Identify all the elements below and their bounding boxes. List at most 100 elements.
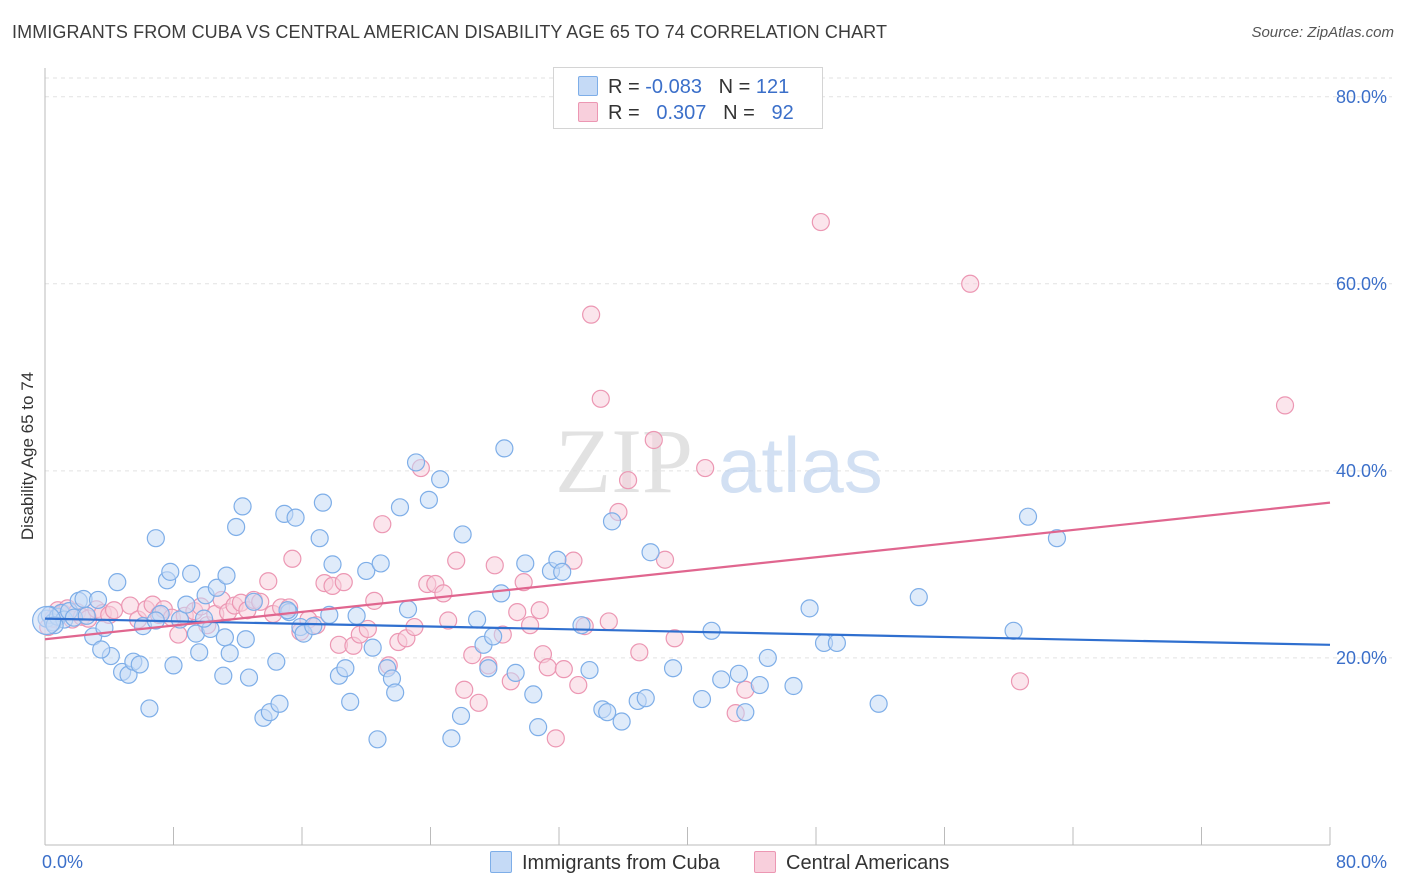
point-cuba-107 [784,676,803,696]
point-cuba-101 [702,621,721,640]
point-cuba-36 [214,666,233,685]
point-central-20 [169,625,188,644]
point-central-82 [618,471,638,490]
point-cuba-40 [233,497,252,516]
point-cuba-104 [736,703,755,722]
point-cuba-83 [506,663,525,682]
point-cuba-114 [1018,507,1038,526]
point-central-86 [665,629,684,648]
point-cuba-110 [827,633,846,653]
point-cuba-29 [177,595,196,614]
grid-lines [45,77,1392,659]
point-central-58 [439,611,458,630]
x-tick-max: 80.0% [1336,852,1388,872]
point-cuba-76 [453,525,472,544]
point-central-70 [530,601,549,620]
legend-r-central: 0.307 [656,102,707,124]
point-cuba-119 [215,628,234,647]
point-cuba-53 [304,617,323,636]
point-cuba-23 [146,529,165,548]
point-central-68 [514,573,533,592]
point-central-extra-0 [1275,396,1295,415]
point-central-72 [538,658,557,677]
point-cuba-98 [641,543,660,562]
point-cuba-68 [386,683,405,702]
y-tick-label-80: 80.0% [1336,86,1388,107]
point-cuba-59 [336,659,355,678]
point-cuba-89 [553,562,572,581]
point-central-61 [463,646,482,665]
point-cuba-63 [363,638,382,657]
point-cuba-cluster [32,605,62,636]
y-tick-label-20: 20.0% [1336,647,1388,668]
point-cuba-91 [580,660,599,680]
point-cuba-42 [239,668,259,687]
point-cuba-77 [467,610,487,629]
point-central-57 [434,584,453,603]
legend-n-central: 92 [771,102,794,124]
point-central-49 [373,515,392,534]
point-cuba-64 [368,730,387,749]
point-central-64 [485,556,504,575]
point-central-59 [447,551,466,570]
point-central-extra-1 [1010,672,1030,691]
point-cuba-94 [602,512,622,531]
point-cuba-79 [479,659,498,678]
point-cuba-82 [495,439,514,458]
legend-r-cuba: -0.083 [645,76,702,98]
point-cuba-103 [729,664,749,683]
point-cuba-37 [217,566,236,585]
point-central-74 [554,660,573,679]
point-cuba-90 [572,616,591,635]
x-tick-min: 0.0% [42,852,84,872]
point-cuba-35 [207,578,226,597]
y-tick-label-40: 40.0% [1336,460,1388,481]
point-cuba-70 [398,600,418,619]
axes [44,68,1331,846]
point-cuba-95 [612,712,631,731]
point-central-60 [455,680,474,699]
point-cuba-13 [88,590,108,610]
point-cuba-81 [492,584,511,603]
legend-swatch-central [578,102,598,122]
point-central-44 [334,573,353,592]
point-cuba-69 [390,498,410,517]
point-cuba-74 [442,729,461,748]
correlation-legend: R = -0.083 N = 121 R = 0.307 N = 92 [553,67,823,129]
point-central-79 [591,389,610,408]
point-central-69 [520,616,540,635]
point-cuba-41 [236,630,255,649]
point-cuba-100 [692,689,712,709]
y-axis-label: Disability Age 65 to 74 [18,371,37,541]
point-central-33 [259,572,278,591]
point-cuba-116 [92,640,111,659]
chart-title: IMMIGRANTS FROM CUBA VS CENTRAL AMERICAN… [12,22,888,42]
bottom-legend-central: Central Americans [754,851,949,875]
point-central-78 [582,305,601,324]
bottom-swatch-cuba [490,851,512,873]
point-cuba-26 [161,562,180,581]
point-central-73 [546,729,565,748]
point-cuba-108 [800,599,819,618]
point-cuba-47 [270,694,289,713]
point-cuba-112 [909,588,928,607]
source-label: Source: ZipAtlas.com [1251,24,1394,41]
point-cuba-99 [663,659,683,678]
point-cuba-27 [164,656,183,675]
point-cuba-20 [130,655,149,674]
point-cuba-113 [1004,621,1023,640]
point-cuba-16 [108,573,127,592]
legend-row-central: R = 0.307 N = 92 [578,102,794,126]
point-cuba-111 [869,694,888,713]
legend-row-cuba: R = -0.083 N = 121 [578,76,789,100]
point-cuba-72 [419,490,438,509]
point-cuba-84 [516,554,535,573]
point-cuba-57 [323,555,342,574]
point-cuba-30 [182,564,201,583]
point-cuba-120 [278,601,297,620]
point-cuba-55 [313,493,332,512]
point-central-48 [365,591,384,610]
point-cuba-32 [190,643,209,662]
point-cuba-22 [140,699,159,718]
